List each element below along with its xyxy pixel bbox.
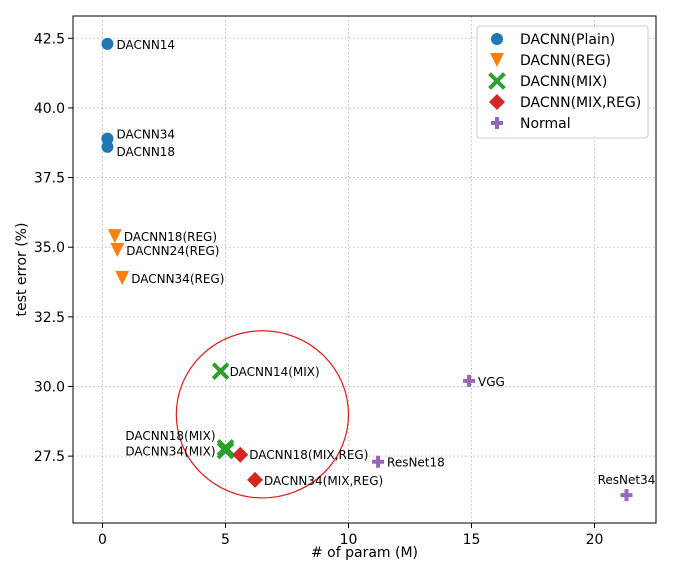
x-tick-label: 0 bbox=[98, 532, 107, 548]
point-label: DACNN34(REG) bbox=[131, 272, 224, 286]
point-dacnn34-mix-reg- bbox=[247, 471, 264, 488]
point-dacnn34 bbox=[101, 132, 114, 145]
plot-area bbox=[72, 15, 657, 524]
x-tick-label: 10 bbox=[340, 532, 358, 548]
legend-marker-dacnn-mix- bbox=[488, 72, 506, 90]
point-label: VGG bbox=[478, 375, 505, 389]
legend-entry: Normal bbox=[520, 116, 571, 132]
x-axis-label: # of param (M) bbox=[311, 545, 418, 561]
y-tick-label: 32.5 bbox=[34, 310, 65, 326]
point-dacnn18-mix-reg- bbox=[232, 446, 249, 463]
point-dacnn34-reg- bbox=[115, 270, 130, 285]
point-label: DACNN18(REG) bbox=[124, 230, 217, 244]
legend-entry: DACNN(MIX) bbox=[520, 74, 607, 90]
highlight-ellipse bbox=[175, 330, 350, 499]
point-label: ResNet34 bbox=[598, 473, 656, 487]
data-points bbox=[101, 37, 633, 502]
point-dacnn14 bbox=[101, 37, 114, 50]
x-tick-label: 5 bbox=[221, 532, 230, 548]
legend-marker-normal bbox=[491, 117, 503, 129]
point-resnet34 bbox=[620, 489, 633, 502]
grid-lines bbox=[73, 16, 656, 523]
point-label: DACNN34(MIX) bbox=[125, 445, 215, 459]
point-labels: DACNN14 DACNN34 DACNN18 DACNN18(REG)DACNN24… bbox=[116, 38, 655, 488]
point-label: DACNN18(MIX,REG) bbox=[249, 448, 368, 462]
y-tick-label: 30.0 bbox=[34, 380, 65, 396]
point-dacnn18-reg- bbox=[107, 229, 122, 244]
point-label: DACNN34 bbox=[116, 128, 175, 142]
legend-marker-dacnn-mix-reg- bbox=[489, 94, 505, 110]
axis-ticks: 0 5 10 15 20 27.5 30.0 32.5 35.0 37.5 40.0 42.5 bbox=[34, 31, 604, 548]
y-tick-label: 37.5 bbox=[34, 171, 65, 187]
legend-entry: DACNN(MIX,REG) bbox=[520, 95, 641, 111]
y-tick-label: 42.5 bbox=[34, 31, 65, 47]
legend-entry: DACNN(Plain) bbox=[520, 32, 615, 48]
legend-marker-dacnn-reg- bbox=[490, 53, 504, 67]
legend-box bbox=[476, 25, 649, 139]
point-label: DACNN24(REG) bbox=[126, 244, 219, 258]
point-dacnn24-reg- bbox=[110, 243, 125, 257]
legend-entry: DACNN(REG) bbox=[520, 53, 611, 69]
point-dacnn18 bbox=[101, 140, 114, 153]
point-label: DACNN18 bbox=[116, 145, 175, 159]
y-tick-label: 40.0 bbox=[34, 101, 65, 117]
point-label: DACNN34(MIX,REG) bbox=[264, 474, 383, 488]
point-dacnn34-mix- bbox=[216, 441, 235, 460]
y-tick-label: 27.5 bbox=[34, 449, 65, 465]
point-resnet18 bbox=[372, 455, 385, 468]
point-vgg bbox=[463, 374, 476, 387]
y-axis-label: test error (%) bbox=[14, 223, 30, 317]
point-label: DACNN14(MIX) bbox=[230, 365, 320, 379]
annotation-layer bbox=[175, 330, 350, 499]
legend-marker-dacnn-plain- bbox=[491, 33, 503, 45]
y-tick-label: 35.0 bbox=[34, 240, 65, 256]
point-label: DACNN14 bbox=[116, 38, 175, 52]
point-label: DACNN18(MIX) bbox=[125, 429, 215, 443]
point-dacnn14-mix- bbox=[211, 362, 230, 381]
legend: DACNN(Plain) DACNN(REG) DACNN(MIX) DACNN(MI… bbox=[476, 25, 649, 139]
point-label: ResNet18 bbox=[387, 456, 445, 470]
x-tick-label: 15 bbox=[463, 532, 481, 548]
x-tick-label: 20 bbox=[586, 532, 604, 548]
